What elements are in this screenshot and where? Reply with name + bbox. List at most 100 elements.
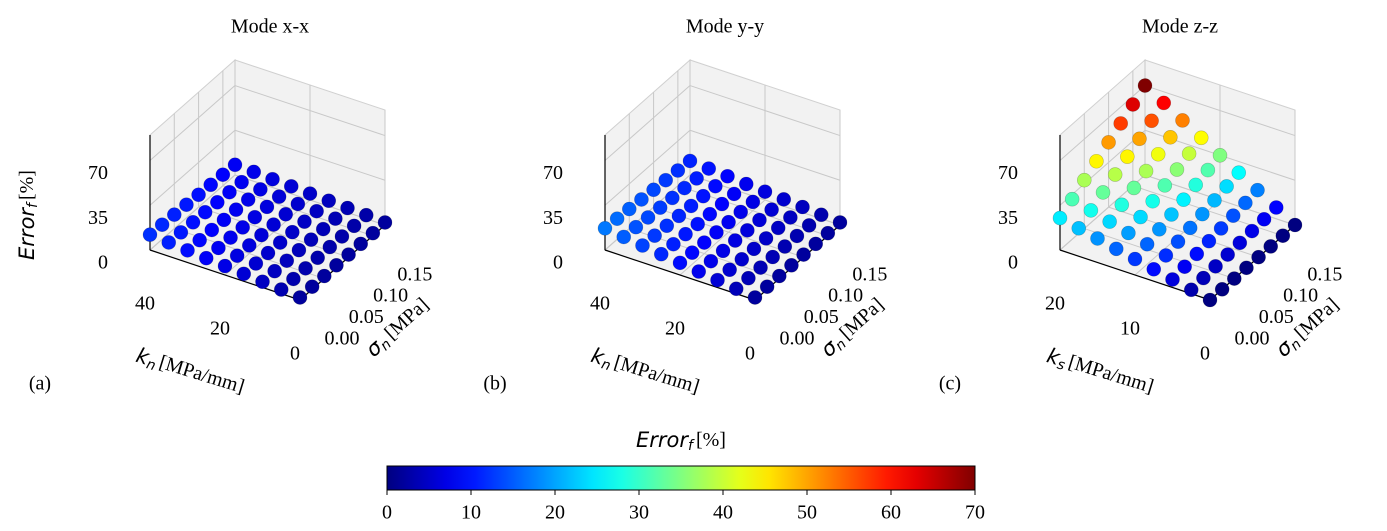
data-point bbox=[682, 153, 698, 169]
y-tick-label: 0.10 bbox=[373, 285, 408, 307]
data-point bbox=[708, 178, 723, 194]
data-point bbox=[229, 248, 245, 264]
grid-line bbox=[234, 129, 386, 181]
data-point bbox=[635, 238, 650, 253]
data-point bbox=[1071, 220, 1087, 236]
data-point bbox=[795, 199, 810, 215]
y-tick-label: 0.15 bbox=[852, 263, 887, 285]
data-point bbox=[283, 179, 299, 194]
data-point bbox=[703, 253, 719, 269]
data-point bbox=[609, 211, 625, 227]
data-point bbox=[747, 290, 763, 305]
data-point bbox=[191, 187, 206, 203]
data-point bbox=[678, 226, 693, 242]
data-point bbox=[192, 232, 207, 248]
data-point bbox=[734, 251, 750, 267]
y-tick-label: 0.10 bbox=[828, 285, 863, 307]
data-point bbox=[770, 220, 786, 236]
data-point bbox=[142, 227, 158, 242]
data-point bbox=[741, 270, 756, 286]
data-point bbox=[1133, 209, 1148, 225]
data-point bbox=[1275, 228, 1291, 244]
data-point bbox=[646, 182, 661, 198]
z-axis-label-symbol: Error bbox=[15, 207, 39, 260]
data-point bbox=[234, 174, 249, 190]
data-point bbox=[328, 211, 343, 226]
data-point bbox=[211, 240, 226, 256]
data-point bbox=[1164, 207, 1179, 222]
z-axis-label: Errorf[%] bbox=[15, 170, 41, 260]
data-point bbox=[291, 242, 307, 258]
data-point bbox=[302, 186, 318, 201]
data-point bbox=[358, 207, 374, 223]
grid-line bbox=[604, 85, 691, 161]
data-point bbox=[1244, 223, 1260, 239]
data-point bbox=[1095, 185, 1111, 200]
grid-line bbox=[234, 85, 386, 137]
data-point bbox=[1150, 146, 1166, 162]
colorbar-tick-label: 0 bbox=[382, 502, 392, 524]
data-point bbox=[1083, 203, 1099, 218]
data-point bbox=[652, 200, 668, 215]
data-point bbox=[223, 230, 238, 245]
data-point bbox=[253, 182, 268, 197]
data-point bbox=[1146, 261, 1162, 277]
x-axis-label: kn[MPa/mm] bbox=[133, 343, 248, 401]
grid-line bbox=[689, 129, 841, 181]
data-point bbox=[322, 239, 338, 255]
data-point bbox=[722, 262, 737, 278]
x-axis-label: kn[MPa/mm] bbox=[588, 343, 703, 401]
data-point bbox=[796, 247, 811, 262]
data-point bbox=[1188, 177, 1204, 193]
x-axis-label-unit: [MPa/mm] bbox=[612, 351, 702, 398]
data-point bbox=[597, 220, 613, 236]
data-point bbox=[746, 241, 762, 257]
data-point bbox=[334, 229, 350, 244]
data-point bbox=[204, 222, 220, 238]
colorbar-tick-label: 50 bbox=[797, 502, 817, 524]
data-point bbox=[365, 225, 381, 241]
data-point bbox=[1138, 163, 1154, 179]
data-point bbox=[290, 196, 306, 212]
data-point bbox=[634, 192, 649, 207]
data-point bbox=[1177, 259, 1192, 274]
data-point bbox=[1220, 247, 1235, 262]
data-point bbox=[659, 218, 675, 234]
data-point bbox=[653, 246, 669, 262]
data-point bbox=[203, 177, 219, 193]
data-point bbox=[1114, 197, 1130, 213]
data-point bbox=[789, 228, 805, 244]
data-point bbox=[720, 168, 735, 184]
x-tick-label: 40 bbox=[135, 293, 155, 315]
data-point bbox=[777, 239, 793, 254]
data-point bbox=[1127, 251, 1143, 267]
colorbar-tick-label: 10 bbox=[461, 502, 481, 524]
data-point bbox=[1090, 231, 1105, 246]
data-point bbox=[628, 219, 644, 235]
data-point bbox=[316, 268, 332, 284]
x-tick-label: 0 bbox=[745, 343, 755, 365]
data-point bbox=[303, 232, 319, 247]
data-point bbox=[1202, 292, 1218, 308]
data-point bbox=[671, 208, 687, 224]
data-point bbox=[813, 207, 829, 223]
data-point bbox=[672, 255, 688, 271]
data-point bbox=[1256, 211, 1272, 227]
data-point bbox=[1101, 135, 1116, 150]
data-point bbox=[217, 258, 233, 274]
data-point bbox=[340, 200, 355, 216]
data-point bbox=[248, 256, 264, 271]
data-point bbox=[640, 210, 656, 225]
x-axis-label-unit: [MPa/mm] bbox=[1066, 351, 1156, 398]
data-point bbox=[1195, 206, 1210, 222]
data-point bbox=[1144, 113, 1159, 129]
data-point bbox=[241, 238, 257, 253]
data-point bbox=[1137, 78, 1153, 93]
colorbar-tick-label: 30 bbox=[629, 502, 649, 524]
data-point bbox=[1193, 130, 1209, 146]
grid-line bbox=[149, 85, 236, 161]
data-point bbox=[1175, 113, 1190, 128]
panel-label: (a) bbox=[29, 373, 51, 395]
data-point bbox=[1207, 193, 1222, 208]
